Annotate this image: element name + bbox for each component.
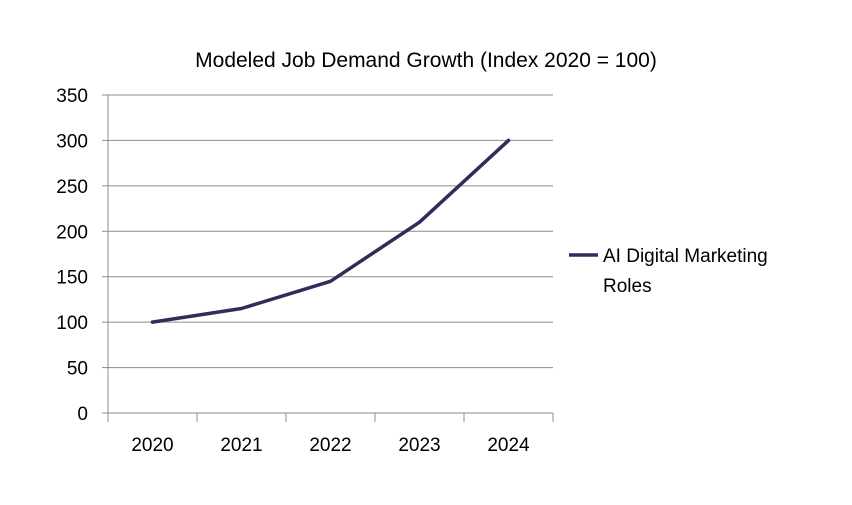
gridlines bbox=[108, 94, 553, 369]
y-tick-label: 300 bbox=[56, 131, 88, 152]
x-tick-label: 2021 bbox=[220, 435, 262, 456]
x-tick-label: 2024 bbox=[487, 435, 530, 456]
y-tick-label: 250 bbox=[56, 177, 88, 198]
y-tick-label: 0 bbox=[77, 404, 88, 425]
y-tick-label: 350 bbox=[56, 86, 88, 107]
legend-label: AI Digital Marketing Roles bbox=[603, 246, 768, 297]
y-axis-tick-labels: 0 50 100 150 200 250 300 350 bbox=[56, 86, 88, 425]
series-lines bbox=[150, 138, 511, 324]
x-tick-label: 2020 bbox=[131, 435, 173, 456]
y-tick-label: 100 bbox=[56, 313, 88, 334]
y-tick-label: 150 bbox=[56, 268, 88, 289]
x-tick-label: 2023 bbox=[398, 435, 440, 456]
y-tick-label: 200 bbox=[56, 222, 88, 243]
x-tick-label: 2022 bbox=[309, 435, 351, 456]
axes bbox=[102, 94, 554, 422]
legend: AI Digital Marketing Roles bbox=[569, 246, 768, 297]
series-line bbox=[150, 138, 511, 324]
x-axis-tick-labels: 2020 2021 2022 2023 2024 bbox=[131, 435, 530, 456]
chart-title: Modeled Job Demand Growth (Index 2020 = … bbox=[195, 49, 657, 72]
y-tick-label: 50 bbox=[67, 359, 88, 380]
